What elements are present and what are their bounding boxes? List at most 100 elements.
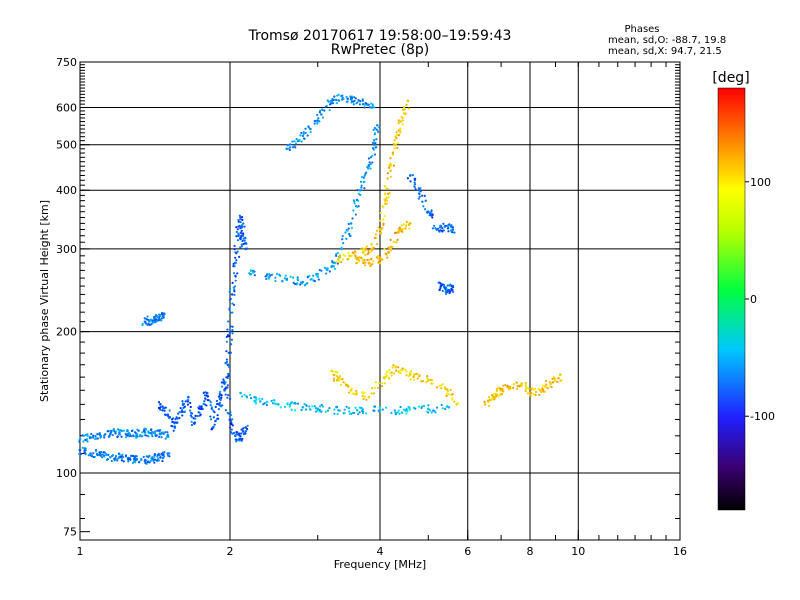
data-point <box>340 94 343 98</box>
trace-dot <box>271 402 275 405</box>
trace-dot <box>341 258 345 261</box>
trace-dot <box>194 417 197 420</box>
data-point <box>223 388 226 392</box>
trace-dot <box>335 253 338 256</box>
trace-dot <box>393 409 396 412</box>
trace-dot <box>333 262 337 265</box>
trace-dot <box>147 456 150 459</box>
trace-dot <box>446 227 449 230</box>
trace-dot <box>235 431 238 434</box>
trace-dot <box>400 230 404 233</box>
trace-dot <box>399 405 402 409</box>
trace-dot <box>553 378 557 381</box>
trace-dot <box>217 417 220 420</box>
trace-dot <box>296 278 299 281</box>
data-point <box>320 113 323 116</box>
trace-dot <box>408 227 411 230</box>
trace-dot <box>367 163 370 167</box>
trace-dot <box>350 226 354 229</box>
trace-dot <box>290 408 293 411</box>
trace-dot <box>389 245 392 248</box>
trace-dot <box>239 218 242 221</box>
trace-dot <box>235 230 238 233</box>
trace-dot <box>441 407 444 410</box>
trace-dot <box>402 108 405 111</box>
trace-dot <box>453 400 456 403</box>
trace-dot <box>447 230 450 233</box>
trace-dot <box>336 94 339 97</box>
trace-dot <box>166 454 170 457</box>
trace-dot <box>396 146 399 150</box>
trace-dot <box>212 416 215 419</box>
trace-dot <box>131 454 134 457</box>
trace-dot <box>183 410 187 413</box>
trace-dot <box>96 437 99 440</box>
trace-dot <box>387 196 390 199</box>
trace-dot <box>367 157 371 160</box>
trace-dot <box>233 290 236 293</box>
trace-dot <box>140 458 143 462</box>
trace-dot <box>153 455 156 459</box>
trace-dot <box>135 455 138 458</box>
trace-dot <box>308 405 311 408</box>
trace-dot <box>134 458 137 461</box>
trace-dot <box>313 119 316 123</box>
trace-dot <box>380 384 384 388</box>
trace-dot <box>380 258 383 261</box>
trace-dot <box>431 227 434 230</box>
trace-dot <box>186 403 190 406</box>
trace-dot <box>244 241 248 245</box>
trace-dot <box>258 397 261 400</box>
trace-dot <box>227 365 230 368</box>
trace-dot <box>120 435 123 438</box>
trace-dot <box>347 406 351 410</box>
trace-dot <box>354 254 357 257</box>
trace-dot <box>301 134 304 138</box>
trace-dot <box>79 437 82 440</box>
trace-dot <box>295 138 298 141</box>
trace-dot <box>101 453 104 456</box>
trace-dot <box>318 405 322 408</box>
trace-dot <box>382 376 385 379</box>
trace-dot <box>145 462 148 465</box>
trace-dot <box>120 429 123 433</box>
trace-dot <box>385 252 388 256</box>
trace-dot <box>352 103 355 106</box>
trace-dot <box>386 172 389 175</box>
trace-dot <box>392 151 395 154</box>
trace-dot <box>157 457 160 460</box>
trace-dot <box>291 140 294 143</box>
trace-dot <box>364 253 367 256</box>
trace-dot <box>437 281 440 284</box>
data-point <box>558 373 562 376</box>
trace-dot <box>363 264 367 267</box>
colorbar-ticks: 100 0 -100 <box>745 176 775 423</box>
trace-dot <box>231 424 234 427</box>
data-point <box>443 225 447 228</box>
trace-dot <box>333 408 336 411</box>
data-point <box>309 127 312 131</box>
trace-dot <box>493 398 496 401</box>
trace-dot <box>371 387 374 390</box>
trace-dot <box>417 192 421 195</box>
trace-dot <box>153 461 156 464</box>
trace-dot <box>299 134 302 137</box>
trace-dot <box>499 387 502 390</box>
data-point <box>375 123 379 127</box>
colorbar-tick-label: 100 <box>750 176 771 189</box>
trace-dot <box>328 109 331 112</box>
trace-dot <box>399 131 402 134</box>
trace-dot <box>148 432 151 435</box>
trace-dot <box>409 370 413 373</box>
trace-dot <box>334 370 337 373</box>
trace-dot <box>399 127 402 130</box>
trace-dot <box>144 321 147 324</box>
trace-dot <box>186 399 189 402</box>
trace-dot <box>389 157 392 160</box>
trace-dot <box>231 302 234 305</box>
trace-dot <box>545 379 548 383</box>
trace-dot <box>181 399 184 403</box>
trace-dot <box>230 343 233 346</box>
trace-dot <box>378 406 381 409</box>
trace-dot <box>226 384 229 387</box>
